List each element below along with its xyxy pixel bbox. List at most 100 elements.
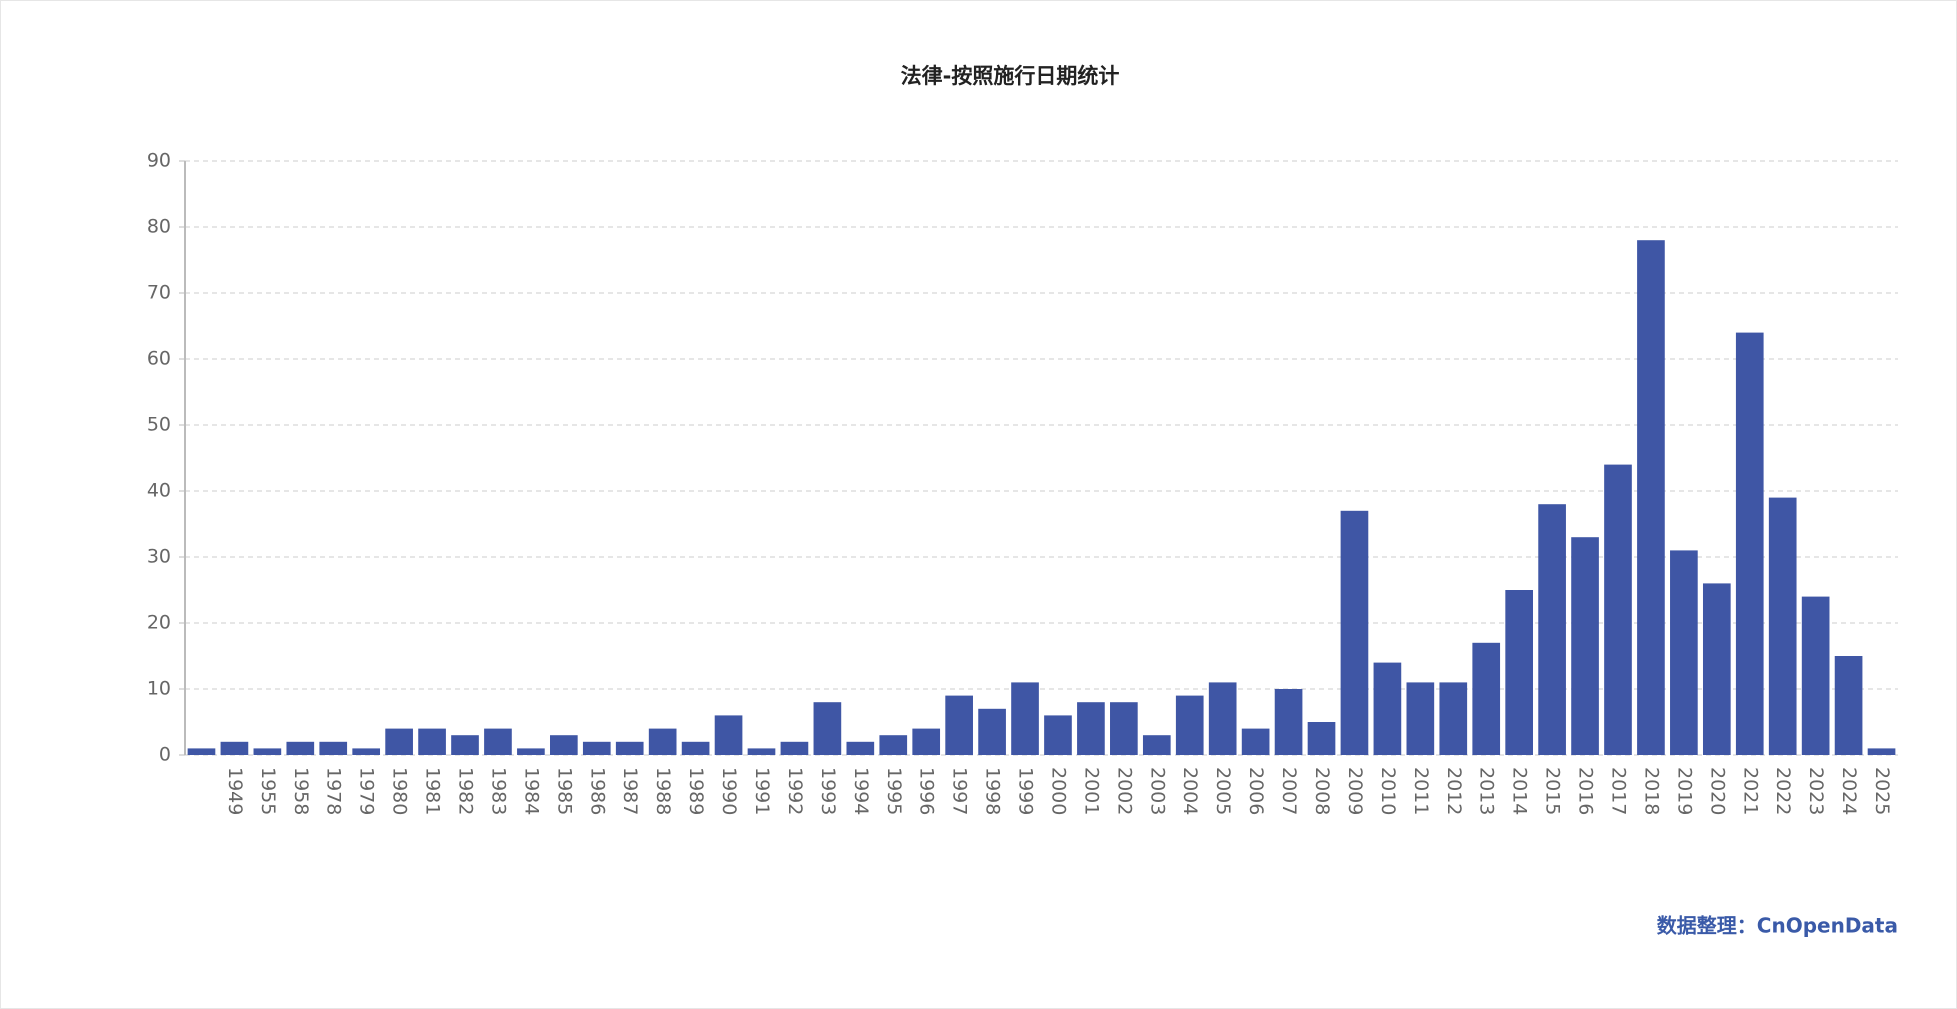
x-tick-label: 2021 <box>1739 767 1761 815</box>
x-tick-label: 1986 <box>586 767 608 815</box>
x-tick-label: 2001 <box>1080 767 1102 815</box>
bar <box>780 741 809 755</box>
x-tick-label: 2018 <box>1640 767 1662 815</box>
x-tick-label: 2013 <box>1476 767 1498 815</box>
bar <box>1637 240 1665 755</box>
bar <box>1340 510 1369 755</box>
x-tick-label: 1985 <box>553 767 575 815</box>
y-tick-label: 40 <box>147 480 171 502</box>
x-tick-label: 2014 <box>1509 767 1531 815</box>
bar <box>945 695 973 755</box>
x-tick-label: 1978 <box>323 767 345 815</box>
bar <box>1735 332 1764 755</box>
bar <box>747 748 776 755</box>
bar <box>978 708 1006 755</box>
bar <box>1439 682 1468 755</box>
x-tick-label: 1996 <box>916 767 938 815</box>
bar <box>714 715 743 755</box>
y-tick-label: 90 <box>147 150 171 172</box>
bar <box>1110 702 1138 755</box>
bar <box>418 728 446 755</box>
x-tick-label: 2008 <box>1311 767 1333 815</box>
x-tick-label: 2011 <box>1410 767 1432 815</box>
bar <box>1538 504 1566 755</box>
bar <box>1208 682 1237 755</box>
y-tick-label: 70 <box>147 282 171 304</box>
x-tick-label: 2012 <box>1443 767 1465 815</box>
x-tick-label: 1980 <box>389 767 411 815</box>
x-tick-label: 1999 <box>1015 767 1037 815</box>
bar <box>1571 537 1599 755</box>
bar <box>253 748 282 755</box>
x-tick-label: 2019 <box>1673 767 1695 815</box>
bar <box>879 735 908 755</box>
x-tick-label: 2025 <box>1871 767 1893 815</box>
x-tick-label: 2020 <box>1706 767 1728 815</box>
bar <box>681 741 710 755</box>
bar <box>1670 550 1698 755</box>
x-tick-label: 1989 <box>685 767 707 815</box>
x-tick-label: 1988 <box>652 767 674 815</box>
x-tick-label: 1987 <box>619 767 641 815</box>
x-tick-label: 2017 <box>1607 767 1629 815</box>
chart-title: 法律-按照施行日期统计 <box>901 64 1120 88</box>
bar <box>1472 642 1501 755</box>
x-tick-label: 1982 <box>455 767 477 815</box>
y-tick-label: 20 <box>147 612 171 634</box>
x-tick-label: 2007 <box>1278 767 1300 815</box>
x-tick-label: 2024 <box>1838 767 1860 815</box>
x-tick-label: 1983 <box>487 767 509 815</box>
x-tick-label: 1997 <box>949 767 971 815</box>
bar <box>352 748 381 755</box>
bar <box>517 748 545 755</box>
x-tick-label: 2005 <box>1212 767 1234 815</box>
bar <box>1011 682 1039 755</box>
x-tick-label: 1998 <box>982 767 1004 815</box>
x-tick-label: 1955 <box>257 767 279 815</box>
x-tick-label: 2003 <box>1146 767 1168 815</box>
bar <box>1406 682 1435 755</box>
bar <box>912 728 941 755</box>
x-tick-label: 2002 <box>1113 767 1135 815</box>
y-tick-label: 10 <box>147 678 171 700</box>
y-tick-label: 80 <box>147 216 171 238</box>
bar <box>1867 748 1896 755</box>
bar <box>1241 728 1270 755</box>
x-tick-label: 1958 <box>290 767 312 815</box>
bar <box>385 728 413 755</box>
x-tick-label: 1992 <box>784 767 806 815</box>
bar <box>582 741 611 755</box>
bar <box>1274 689 1303 755</box>
x-tick-label: 2022 <box>1772 767 1794 815</box>
bar <box>187 748 216 755</box>
bar <box>1768 497 1797 755</box>
bar <box>846 741 875 755</box>
x-tick-label: 1994 <box>850 767 872 815</box>
bar <box>1801 596 1830 755</box>
bar <box>1307 722 1336 755</box>
x-tick-label: 2023 <box>1805 767 1827 815</box>
x-tick-label: 1984 <box>520 767 542 815</box>
bar <box>319 741 348 755</box>
source-note: 数据整理：CnOpenData <box>1657 914 1898 938</box>
y-tick-label: 0 <box>159 744 171 766</box>
bar <box>813 702 842 755</box>
bar <box>1077 702 1105 755</box>
y-tick-label: 30 <box>147 546 171 568</box>
x-tick-label: 1949 <box>224 767 246 815</box>
x-tick-label: 2004 <box>1179 767 1201 815</box>
x-tick-label: 1979 <box>356 767 378 815</box>
x-tick-label: 1991 <box>751 767 773 815</box>
bar <box>648 728 677 755</box>
bar <box>1702 583 1731 755</box>
bar <box>220 741 249 755</box>
x-tick-label: 1995 <box>883 767 905 815</box>
x-tick-label: 2016 <box>1575 767 1597 815</box>
x-tick-label: 1990 <box>718 767 740 815</box>
y-tick-label: 60 <box>147 348 171 370</box>
x-tick-label: 2006 <box>1245 767 1267 815</box>
x-tick-label: 2009 <box>1344 767 1366 815</box>
x-tick-label: 2015 <box>1542 767 1564 815</box>
bar <box>1834 656 1863 755</box>
bar <box>1604 464 1632 755</box>
